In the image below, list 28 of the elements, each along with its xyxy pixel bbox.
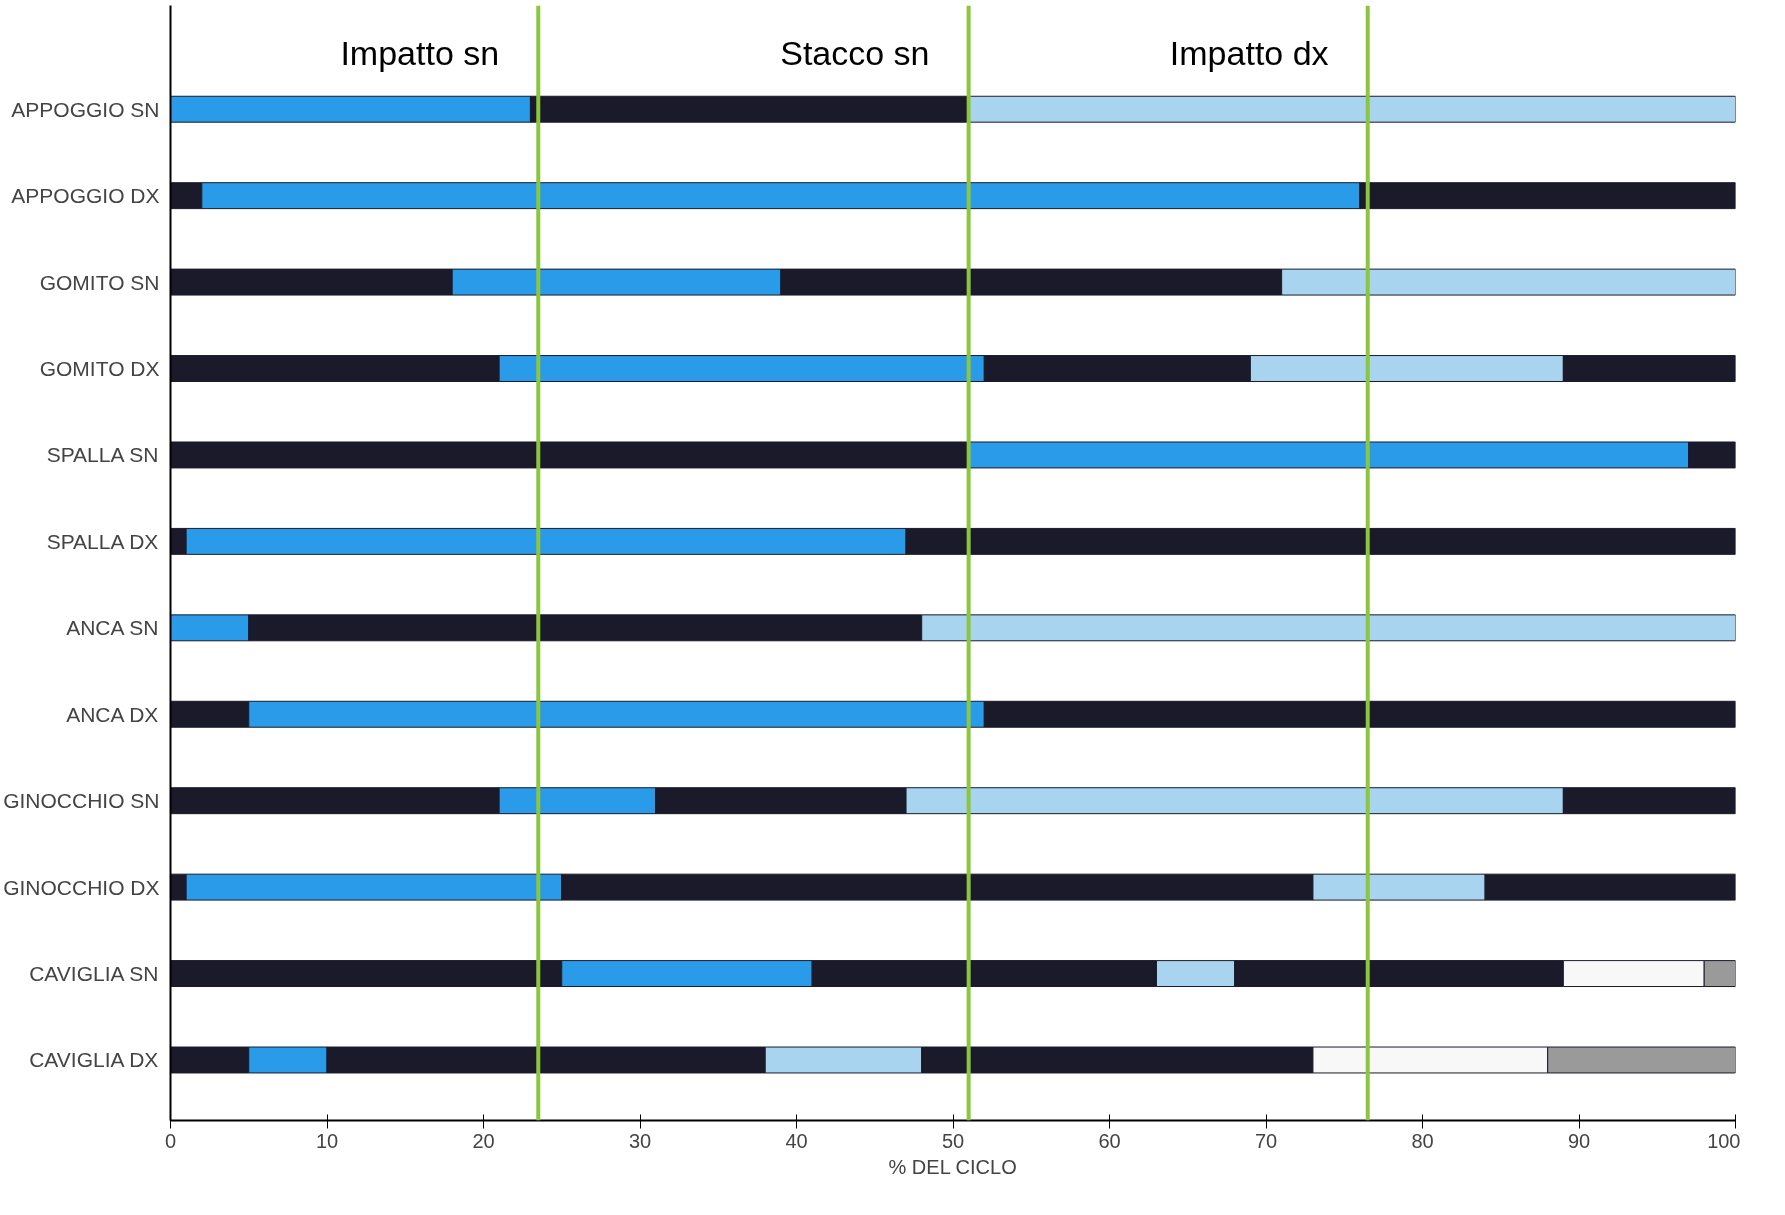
y-tick-label: CAVIGLIA DX	[29, 1048, 159, 1072]
ref-line-label: Impatto sn	[340, 34, 500, 73]
x-tick-label: 100	[1707, 1129, 1741, 1152]
y-tick-label: GOMITO SN	[39, 270, 160, 294]
x-tick-label: 0	[164, 1129, 177, 1152]
bar	[170, 441, 970, 469]
y-tick-label: SPALLA DX	[46, 529, 159, 553]
y-tick-label: GOMITO DX	[39, 357, 160, 381]
y-tick-label: ANCA DX	[66, 702, 159, 726]
y-tick-label: ANCA SN	[66, 616, 159, 640]
x-tick-label: 40	[785, 1129, 808, 1152]
y-tick-label: GINOCCHIO DX	[3, 875, 160, 899]
ref-line-label: Stacco sn	[780, 34, 930, 73]
x-tick-label: 60	[1098, 1129, 1121, 1152]
x-tick-label: 20	[472, 1129, 495, 1152]
ref-line-label: Impatto dx	[1169, 34, 1329, 73]
y-tick-label: APPOGGIO DX	[11, 184, 160, 208]
x-tick-label: 70	[1254, 1129, 1278, 1152]
x-tick-label: 30	[628, 1129, 652, 1152]
y-tick-label: GINOCCHIO SN	[3, 789, 160, 813]
x-tick-label: 50	[941, 1129, 965, 1152]
y-tick-label: CAVIGLIA SN	[29, 962, 159, 986]
y-tick-label: APPOGGIO SN	[11, 97, 160, 121]
x-tick-label: 90	[1567, 1129, 1591, 1152]
x-tick-label: 10	[315, 1129, 339, 1152]
x-axis-title: % DEL CICLO	[888, 1155, 1017, 1178]
x-tick-label: 80	[1411, 1129, 1434, 1152]
y-tick-label: SPALLA SN	[46, 443, 159, 467]
